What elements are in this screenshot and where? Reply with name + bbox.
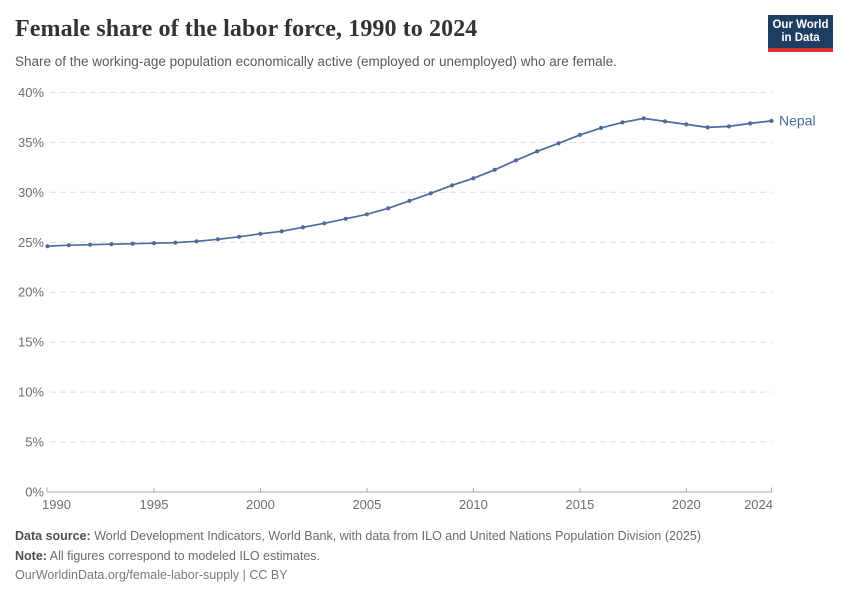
y-axis-tick-label: 40% [18,85,44,100]
data-point[interactable] [535,149,540,154]
x-axis-tick-label: 2005 [352,497,381,512]
data-point[interactable] [343,216,348,221]
data-point[interactable] [641,116,646,121]
y-axis-tick-label: 30% [18,185,44,200]
data-point[interactable] [215,237,220,242]
x-axis-tick-label: 2015 [565,497,594,512]
data-point[interactable] [386,206,391,211]
series-line-nepal [46,117,773,248]
data-point[interactable] [450,183,455,188]
data-point[interactable] [279,229,284,234]
y-axis-tick-label: 25% [18,235,44,250]
data-point[interactable] [300,225,306,230]
data-point[interactable] [66,243,71,248]
owid-logo-red-bar [768,48,833,52]
data-point[interactable] [258,231,263,236]
data-point[interactable] [748,121,753,126]
x-axis-tick-label: 1995 [140,497,169,512]
data-point[interactable] [173,240,178,245]
data-point[interactable] [151,241,157,246]
data-point[interactable] [769,118,774,123]
data-source-label: Data source: [15,529,91,543]
data-point[interactable] [620,120,625,125]
data-point[interactable] [662,119,668,124]
y-axis-tick-label: 0% [25,485,44,500]
x-axis-tick-label: 2000 [246,497,275,512]
owid-logo-line2: in Data [781,31,820,44]
note-text: All figures correspond to modeled ILO es… [46,548,321,563]
data-point[interactable] [237,234,242,239]
owid-logo-box: Our World in Data [768,15,833,48]
y-axis-tick-label: 20% [18,285,44,300]
data-point[interactable] [471,176,476,181]
line-chart-canvas: 0% 5% 10% 15% 20% 25% 30% 35% 40% 1990 1995 2000 200… [18,85,816,512]
data-point[interactable] [407,198,412,203]
y-axis-tick-label: 15% [18,335,44,350]
data-point[interactable] [194,239,199,244]
data-point[interactable] [556,141,561,146]
x-axis-tick-label: 2010 [459,497,488,512]
series-end-label[interactable]: Nepal [779,112,816,128]
data-point[interactable] [428,191,433,196]
note-label: Note: [15,548,47,563]
chart-footer: Data source: World Development Indicator… [15,527,701,586]
data-point[interactable] [577,132,583,137]
y-axis-tick-label: 35% [18,135,44,150]
data-point[interactable] [322,221,327,226]
chart-subtitle: Share of the working-age population econ… [15,54,617,69]
data-point[interactable] [726,124,732,129]
note-line: Note: All figures correspond to modeled … [15,547,701,567]
data-point[interactable] [109,242,114,247]
data-point[interactable] [599,125,604,130]
data-point[interactable] [684,122,689,127]
data-source-line: Data source: World Development Indicator… [15,527,701,547]
data-point[interactable] [513,158,519,163]
x-axis-tick-label: 2020 [672,497,701,512]
owid-logo-line1: Our World [772,18,829,31]
x-axis-tick-label: 2024 [744,497,773,512]
data-point[interactable] [45,244,50,249]
data-point[interactable] [364,212,369,217]
data-point[interactable] [130,241,135,246]
y-axis-tick-label: 10% [18,385,44,400]
y-axis-tick-label: 5% [25,435,44,450]
data-point[interactable] [88,242,93,247]
x-axis-tick-label: 1990 [42,497,71,512]
data-source-text: World Development Indicators, World Bank… [90,529,701,543]
data-point[interactable] [492,167,497,172]
owid-logo[interactable]: Our World in Data [768,15,833,52]
chart-title: Female share of the labor force, 1990 to… [15,16,478,42]
chart-url[interactable]: OurWorldinData.org/female-labor-supply |… [15,568,288,582]
data-point[interactable] [705,125,710,130]
